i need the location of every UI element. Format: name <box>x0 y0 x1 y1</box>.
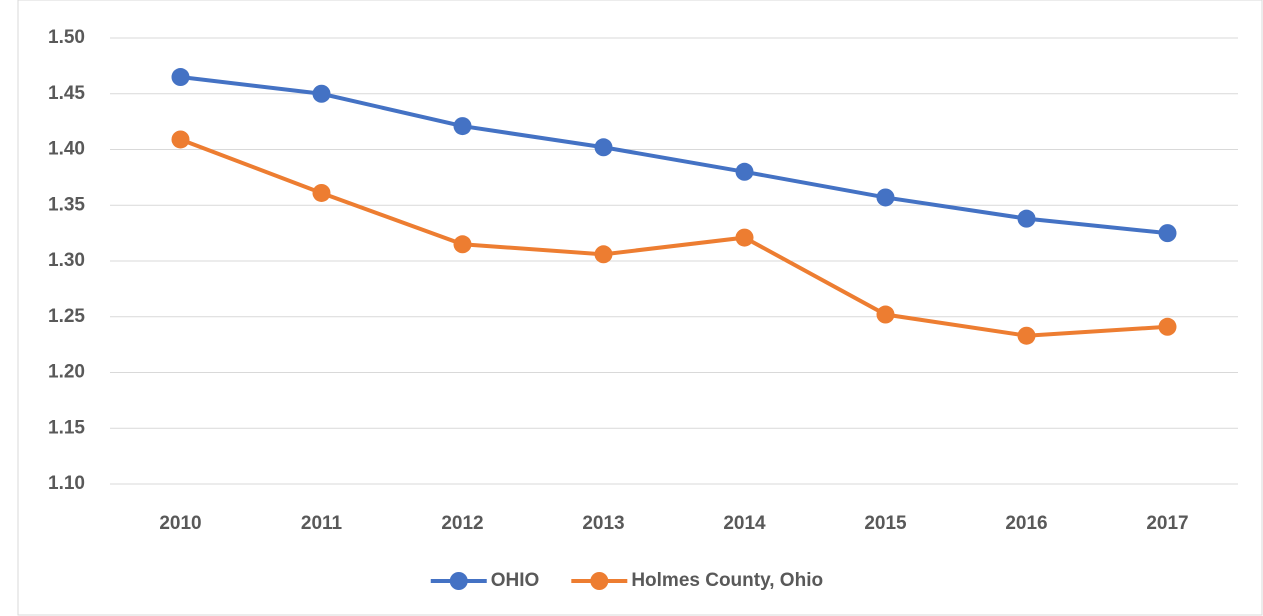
data-point <box>876 188 895 207</box>
x-tick-label: 2011 <box>301 513 343 534</box>
data-point <box>453 235 472 254</box>
data-point <box>312 183 331 202</box>
x-tick-label: 2012 <box>441 513 483 534</box>
y-tick-label: 1.45 <box>48 83 85 104</box>
series-line <box>180 75 1168 236</box>
data-point <box>1158 224 1177 243</box>
legend-label: OHIO <box>491 570 540 591</box>
data-point <box>594 138 613 157</box>
data-point <box>735 162 754 181</box>
y-tick-label: 1.50 <box>48 27 85 48</box>
data-point <box>453 117 472 136</box>
x-tick-label: 2017 <box>1146 513 1188 534</box>
y-tick-label: 1.20 <box>48 362 85 383</box>
series-line <box>179 137 1168 338</box>
data-point <box>594 245 613 264</box>
legend-swatch-marker <box>449 572 468 590</box>
y-tick-label: 1.25 <box>48 306 85 327</box>
x-tick-label: 2015 <box>864 513 907 534</box>
data-point <box>171 68 190 87</box>
y-tick-label: 1.35 <box>48 194 85 215</box>
x-tick-label: 2013 <box>582 513 624 534</box>
y-tick-label: 1.40 <box>48 139 85 160</box>
y-tick-label: 1.10 <box>48 473 85 494</box>
data-point <box>876 305 895 324</box>
data-point <box>171 130 190 149</box>
data-point <box>1017 326 1036 345</box>
y-tick-label: 1.30 <box>48 250 85 271</box>
data-point <box>312 84 331 103</box>
legend-label: Holmes County, Ohio <box>631 570 823 591</box>
data-point <box>1017 209 1036 228</box>
x-tick-label: 2016 <box>1005 513 1047 534</box>
data-point <box>735 228 754 247</box>
x-tick-label: 2014 <box>723 513 766 534</box>
legend-swatch-marker <box>590 572 609 590</box>
chart-frame <box>17 0 1263 616</box>
x-tick-label: 2010 <box>159 513 201 534</box>
y-tick-label: 1.15 <box>48 417 85 438</box>
data-point <box>1158 317 1177 336</box>
